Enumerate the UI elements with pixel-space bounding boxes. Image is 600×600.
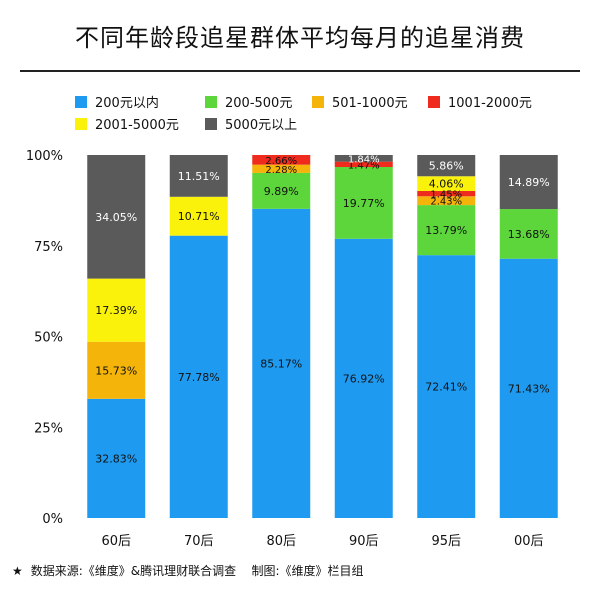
footer-note: ★ 数据来源:《维度》&腾讯理财联合调查 制图:《维度》栏目组 [12, 562, 363, 579]
bar-segment [334, 161, 393, 168]
x-tick-label: 00后 [514, 534, 544, 549]
bar-segment [334, 238, 393, 518]
data-label: 85.17% [260, 357, 302, 370]
bar-segment [334, 155, 393, 162]
y-tick-label: 0% [42, 512, 63, 527]
legend-item: 501-1000元 [312, 96, 408, 111]
data-label: 10.71% [178, 210, 220, 223]
data-label: 77.78% [178, 371, 220, 384]
bars: 32.83% 15.73% 17.39% 34.05% 77.78% 10.71% 11.5… [87, 154, 558, 519]
legend-item: 200元以内 [75, 95, 159, 111]
data-label: 17.39% [95, 304, 137, 317]
data-label: 1.84% [348, 154, 380, 165]
chart-title: 不同年龄段追星群体平均每月的追星消费 [75, 24, 525, 52]
legend-swatch [428, 96, 440, 108]
legend-item: 5000元以上 [205, 118, 297, 133]
data-label: 13.68% [508, 228, 550, 241]
data-label: 72.41% [425, 381, 467, 394]
data-label: 71.43% [508, 382, 550, 395]
x-tick-label: 70后 [184, 534, 214, 549]
bar-segment [417, 176, 476, 192]
data-label: 9.89% [264, 185, 299, 198]
bar-segment [87, 155, 146, 279]
bar-stack: 85.17% 9.89% 2.28%2.66% [252, 155, 311, 519]
data-label: 14.89% [508, 176, 550, 189]
bar-segment [169, 155, 228, 197]
legend-swatch [205, 96, 217, 108]
bar-segment [417, 191, 476, 197]
legend-label: 200元以内 [95, 95, 159, 111]
legend-item: 200-500元 [205, 96, 292, 111]
x-tick-label: 95后 [431, 534, 461, 549]
legend-swatch [75, 96, 87, 108]
data-label: 32.83% [95, 452, 137, 465]
bar-stack: 72.41% 13.79% 2.43%1.45%4.06% 5.86% [417, 155, 476, 518]
bar-segment [252, 164, 311, 173]
bar-segment [87, 398, 146, 518]
data-label: 2.28% [265, 165, 297, 176]
bar-segment [87, 341, 146, 399]
data-label: 5.86% [429, 160, 464, 173]
data-label: 1.45% [430, 190, 462, 201]
data-label: 15.73% [95, 364, 137, 377]
axes: 0% 25% 50% 75% 100% 60后 70后 80后 90后 95后 00后 [26, 149, 544, 549]
y-tick-label: 100% [26, 149, 63, 164]
x-tick-label: 90后 [349, 534, 379, 549]
bar-segment [252, 172, 311, 209]
data-label: 2.66% [265, 156, 297, 167]
bar-segment [499, 258, 558, 518]
footer-source: 数据来源:《维度》&腾讯理财联合调查 [30, 564, 237, 578]
bar-segment [169, 196, 228, 236]
x-tick-label: 60后 [101, 534, 131, 549]
legend-label: 5000元以上 [225, 118, 297, 133]
bar-stack: 76.92% 19.77% 1.47%1.84% [334, 154, 393, 518]
bar-segment [334, 167, 393, 239]
bar-segment [499, 155, 558, 210]
legend-swatch [75, 118, 87, 130]
bar-segment [417, 205, 476, 256]
data-label: 13.79% [425, 224, 467, 237]
data-label: 4.06% [429, 178, 464, 191]
bar-segment [417, 255, 476, 518]
legend-label: 2001-5000元 [95, 118, 179, 133]
bar-segment [252, 208, 311, 519]
legend-label: 200-500元 [225, 96, 292, 111]
bar-stack: 71.43% 13.68% 14.89% [499, 155, 558, 518]
legend-swatch [205, 118, 217, 130]
y-tick-label: 25% [34, 421, 63, 436]
star-icon: ★ [12, 564, 23, 578]
x-tick-label: 80后 [266, 534, 296, 549]
stacked-bar-chart: 200元以内 200-500元 501-1000元 1001-2000元 2001-50… [26, 95, 558, 549]
bar-segment [417, 196, 476, 206]
bar-segment [87, 278, 146, 342]
legend-label: 501-1000元 [332, 96, 408, 111]
bar-stack: 77.78% 10.71% 11.51% [169, 155, 228, 518]
legend-swatch [312, 96, 324, 108]
legend: 200元以内 200-500元 501-1000元 1001-2000元 2001-50… [75, 95, 532, 133]
bar-segment [169, 235, 228, 518]
data-label: 2.43% [430, 197, 462, 208]
footer-credit: 制图:《维度》栏目组 [251, 564, 364, 578]
bar-segment [252, 155, 311, 165]
legend-item: 1001-2000元 [428, 96, 532, 111]
data-label: 34.05% [95, 211, 137, 224]
legend-item: 2001-5000元 [75, 118, 179, 133]
bar-segment [499, 209, 558, 259]
data-label: 11.51% [178, 170, 220, 183]
y-tick-label: 75% [34, 240, 63, 255]
data-label: 76.92% [343, 372, 385, 385]
title-divider [20, 70, 580, 72]
bar-segment [417, 155, 476, 177]
data-label: 1.47% [348, 160, 380, 171]
legend-label: 1001-2000元 [448, 96, 532, 111]
data-label: 19.77% [343, 197, 385, 210]
y-tick-label: 50% [34, 331, 63, 346]
bar-stack: 32.83% 15.73% 17.39% 34.05% [87, 155, 146, 518]
